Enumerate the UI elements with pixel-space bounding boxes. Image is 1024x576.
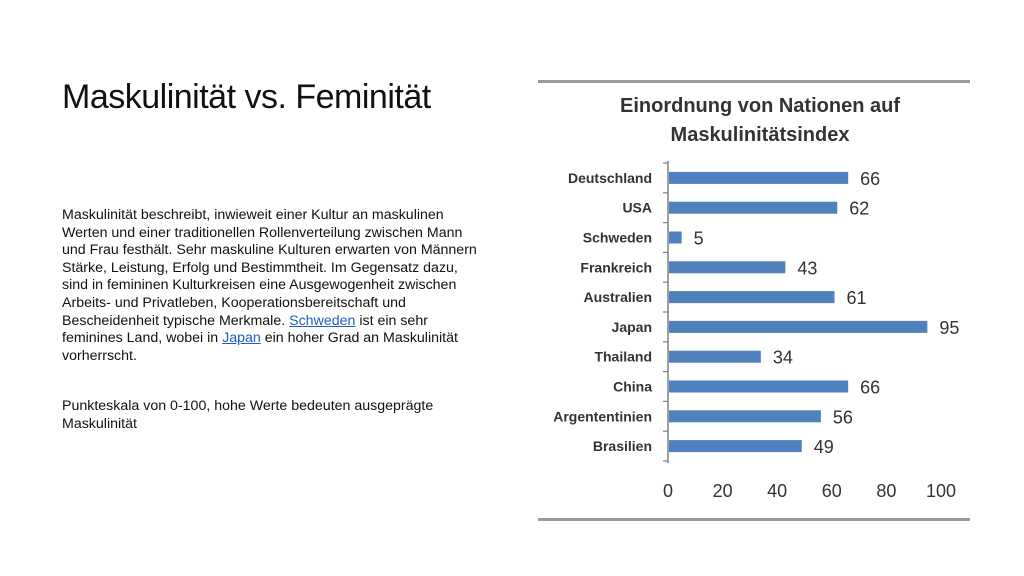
link-schweden[interactable]: Schweden bbox=[289, 312, 356, 329]
paragraph-text-middle: ist ein sehr feminines Land, wobei in bbox=[62, 312, 428, 347]
bar bbox=[669, 410, 821, 423]
category-label: Brasilien bbox=[593, 438, 652, 454]
slide-title: Maskulinität vs. Feminität bbox=[62, 78, 431, 116]
bar bbox=[669, 380, 849, 393]
x-tick-label: 80 bbox=[876, 481, 896, 501]
bar bbox=[669, 171, 849, 184]
paragraph-text-after: ein hoher Grad an Maskulinität vorherrsc… bbox=[62, 330, 458, 364]
data-label: 49 bbox=[814, 437, 834, 457]
category-label: China bbox=[613, 379, 652, 395]
category-label: Australien bbox=[584, 289, 652, 305]
chart-title-line: Einordnung von Nationen auf bbox=[620, 95, 900, 117]
paragraph-text-before: Maskulinität beschreibt, inwieweit einer… bbox=[62, 207, 477, 329]
bar bbox=[669, 231, 682, 244]
data-label: 66 bbox=[860, 169, 880, 189]
paragraph-description: Maskulinität beschreibt, inwieweit einer… bbox=[62, 207, 477, 365]
category-label: Deutschland bbox=[568, 170, 652, 186]
link-japan[interactable]: Japan bbox=[222, 330, 261, 347]
category-label: USA bbox=[622, 200, 652, 216]
category-label: Thailand bbox=[594, 349, 652, 365]
category-label: Japan bbox=[612, 319, 652, 335]
x-tick-label: 100 bbox=[926, 481, 956, 501]
body-text: Maskulinität beschreibt, inwieweit einer… bbox=[62, 207, 477, 434]
data-label: 34 bbox=[773, 348, 793, 368]
data-label: 66 bbox=[860, 378, 880, 398]
chart-title-line: Maskulinitätsindex bbox=[671, 124, 850, 146]
x-tick-label: 60 bbox=[822, 481, 842, 501]
x-tick-label: 40 bbox=[767, 481, 787, 501]
data-label: 56 bbox=[833, 407, 853, 427]
x-tick-label: 20 bbox=[713, 481, 733, 501]
bar bbox=[669, 291, 835, 304]
chart-top-border bbox=[538, 80, 970, 83]
bar-chart: Einordnung von Nationen auf Maskulinitäts… bbox=[538, 80, 970, 521]
x-tick-label: 0 bbox=[663, 481, 673, 501]
bar bbox=[669, 320, 928, 333]
data-label: 61 bbox=[847, 288, 867, 308]
category-label: Frankreich bbox=[580, 259, 652, 275]
chart-bottom-border bbox=[538, 518, 970, 521]
bar bbox=[669, 201, 838, 214]
paragraph-scale-note: Punkteskala von 0-100, hohe Werte bedeut… bbox=[62, 398, 434, 432]
bar bbox=[669, 440, 802, 453]
category-label: Schweden bbox=[583, 230, 652, 246]
bar bbox=[669, 350, 761, 363]
bar bbox=[669, 261, 786, 274]
chart-image: Einordnung von Nationen auf Maskulinitäts… bbox=[538, 80, 970, 524]
data-label: 5 bbox=[694, 229, 704, 249]
category-label: Argententinien bbox=[553, 408, 652, 424]
data-label: 62 bbox=[849, 199, 869, 219]
data-label: 43 bbox=[797, 258, 817, 278]
data-label: 95 bbox=[939, 318, 959, 338]
